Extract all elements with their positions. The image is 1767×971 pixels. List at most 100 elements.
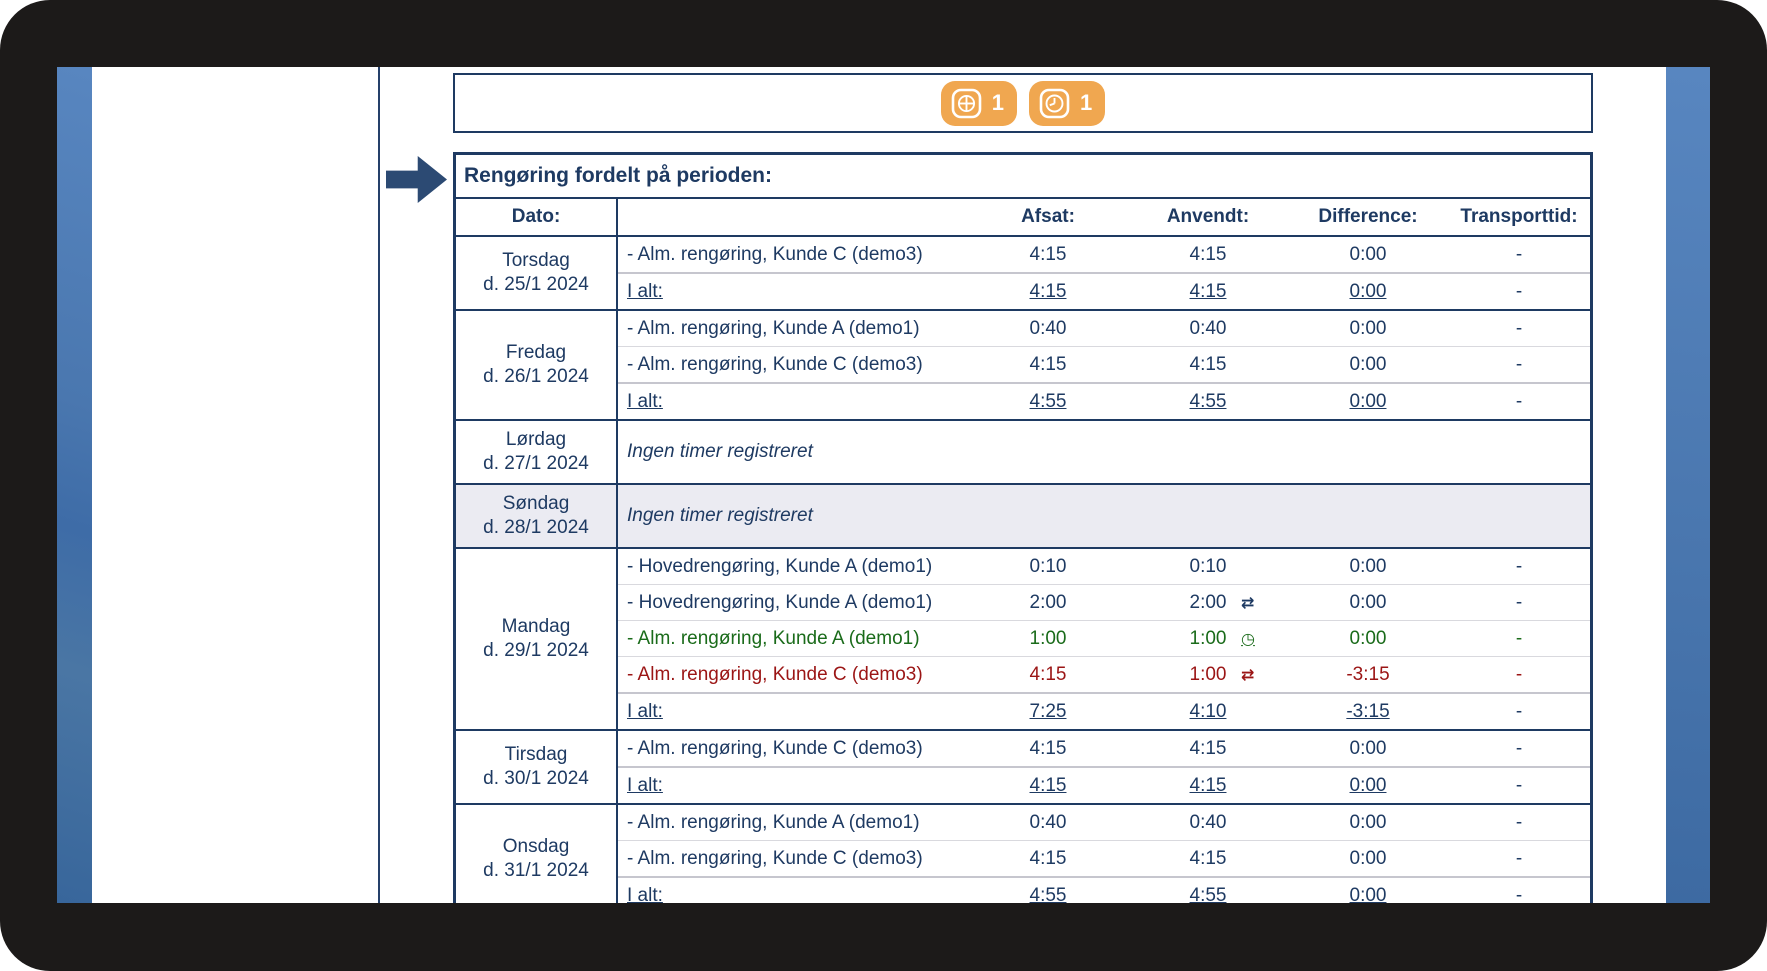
date-cell: Søndag d. 28/1 2024 [456, 485, 618, 547]
afsat-value: 2:00 [1029, 591, 1067, 613]
total-row: I alt: 7:25 4:10 -3:15 - [618, 692, 1590, 729]
day-group: Søndag d. 28/1 2024 Ingen timer registrere… [456, 483, 1590, 547]
date-cell: Torsdag d. 25/1 2024 [456, 237, 618, 309]
difference-value: 0:00 [1349, 737, 1387, 759]
total-label-text: I alt: [627, 280, 663, 302]
entry-row: - Alm. rengøring, Kunde A (demo1) 0:40 0:4… [618, 311, 1590, 346]
clock-icon: ◷ [1241, 628, 1255, 648]
afsat-value: 0:40 [1029, 317, 1067, 339]
total-difference: 0:00 [1288, 775, 1448, 797]
total-difference-text: 0:00 [1349, 774, 1387, 796]
day-group: Lørdag d. 27/1 2024 Ingen timer registrere… [456, 419, 1590, 483]
total-transport: - [1515, 280, 1523, 302]
day-date: d. 27/1 2024 [483, 453, 589, 474]
total-anvendt: 4:15 [1128, 281, 1288, 303]
empty-note: Ingen timer registreret [627, 441, 813, 462]
total-anvendt: 4:10 [1128, 701, 1288, 723]
day-name: Fredag [505, 341, 567, 363]
total-afsat: 4:55 [968, 885, 1128, 904]
day-name: Onsdag [502, 835, 570, 857]
total-transport: - [1515, 700, 1523, 722]
day-group: Onsdag d. 31/1 2024 - Alm. rengøring, Kund… [456, 803, 1590, 903]
difference-value: -3:15 [1346, 663, 1390, 685]
empty-row: Ingen timer registreret [618, 485, 1590, 547]
afsat-value: 4:15 [1029, 847, 1067, 869]
afsat-value: 1:00 [1029, 627, 1067, 649]
date-cell: Tirsdag d. 30/1 2024 [456, 731, 618, 803]
difference-value: 0:00 [1349, 243, 1387, 265]
total-label: I alt: [618, 775, 968, 797]
entry-row: - Alm. rengøring, Kunde A (demo1) 1:00 1:0… [618, 620, 1590, 656]
difference-value: 0:00 [1349, 555, 1387, 577]
total-afsat: 4:15 [968, 281, 1128, 303]
day-rows: - Alm. rengøring, Kunde A (demo1) 0:40 0:4… [618, 805, 1590, 903]
entry-row: - Alm. rengøring, Kunde A (demo1) 0:40 0:4… [618, 805, 1590, 840]
day-group: Tirsdag d. 30/1 2024 - Alm. rengøring, Kun… [456, 729, 1590, 803]
schedule-table: Rengøring fordelt på perioden: Dato: Afs… [453, 152, 1593, 903]
difference-value: 0:00 [1349, 353, 1387, 375]
transport-value: - [1515, 243, 1523, 265]
total-row: I alt: 4:55 4:55 0:00 - [618, 382, 1590, 419]
total-afsat-text: 4:55 [1029, 390, 1067, 412]
task-label: - Alm. rengøring, Kunde A (demo1) [627, 317, 920, 339]
day-group: Fredag d. 26/1 2024 - Alm. rengøring, Kund… [456, 309, 1590, 419]
entry-row: - Alm. rengøring, Kunde C (demo3) 4:15 4:1… [618, 731, 1590, 766]
table-header-row: Dato: Afsat: Anvendt: Difference: Transp… [456, 199, 1590, 237]
total-afsat: 4:15 [968, 775, 1128, 797]
transport-value: - [1515, 737, 1523, 759]
difference-value: 0:00 [1349, 847, 1387, 869]
day-rows: - Alm. rengøring, Kunde A (demo1) 0:40 0:4… [618, 311, 1590, 419]
clock-button[interactable]: 1 [1029, 80, 1106, 126]
date-cell: Onsdag d. 31/1 2024 [456, 805, 618, 903]
afsat-value: 4:15 [1029, 243, 1067, 265]
header-difference: Difference: [1318, 206, 1418, 227]
total-label-text: I alt: [627, 700, 663, 722]
total-anvendt-text: 4:55 [1189, 390, 1227, 412]
total-difference-text: 0:00 [1349, 884, 1387, 904]
afsat-value: 4:15 [1029, 663, 1067, 685]
sidebar-divider [378, 67, 380, 903]
task-label: - Alm. rengøring, Kunde C (demo3) [627, 243, 923, 265]
day-rows: - Alm. rengøring, Kunde C (demo3) 4:15 4:1… [618, 731, 1590, 803]
total-anvendt-text: 4:10 [1189, 700, 1227, 722]
swap-arrows-icon: ⇄ [1241, 592, 1255, 612]
transport-value: - [1515, 555, 1523, 577]
add-box-button[interactable]: 1 [940, 80, 1017, 126]
task-label: - Alm. rengøring, Kunde C (demo3) [627, 663, 923, 685]
total-anvendt: 4:55 [1128, 885, 1288, 904]
add-box-icon [949, 86, 984, 121]
total-difference: 0:00 [1288, 885, 1448, 904]
total-anvendt-text: 4:55 [1189, 884, 1227, 904]
day-rows: Ingen timer registreret [618, 485, 1590, 547]
anvendt-value: 4:15 [1189, 353, 1227, 375]
total-afsat-text: 4:15 [1029, 280, 1067, 302]
header-anvendt: Anvendt: [1166, 206, 1250, 227]
header-afsat: Afsat: [1021, 206, 1075, 227]
anvendt-value: 0:10 [1189, 555, 1227, 577]
total-afsat: 7:25 [968, 701, 1128, 723]
button-count: 1 [991, 90, 1004, 115]
day-name: Tirsdag [504, 743, 568, 765]
day-date: d. 25/1 2024 [483, 274, 589, 295]
task-label: - Hovedrengøring, Kunde A (demo1) [627, 591, 933, 613]
left-blue-strip [57, 67, 92, 903]
day-name: Lørdag [505, 428, 567, 450]
total-difference-text: -3:15 [1346, 700, 1390, 722]
anvendt-value: 2:00 ⇄ [1189, 591, 1255, 613]
anvendt-value: 0:40 [1189, 811, 1227, 833]
difference-value: 0:00 [1349, 811, 1387, 833]
afsat-value: 4:15 [1029, 353, 1067, 375]
day-name: Torsdag [502, 249, 570, 271]
afsat-value: 0:40 [1029, 811, 1067, 833]
entry-row: - Alm. rengøring, Kunde C (demo3) 4:15 1:0… [618, 656, 1590, 692]
total-label: I alt: [618, 281, 968, 303]
total-afsat: 4:55 [968, 391, 1128, 413]
total-label: I alt: [618, 701, 968, 723]
difference-value: 0:00 [1349, 627, 1387, 649]
day-rows: Ingen timer registreret [618, 421, 1590, 483]
transport-value: - [1515, 353, 1523, 375]
